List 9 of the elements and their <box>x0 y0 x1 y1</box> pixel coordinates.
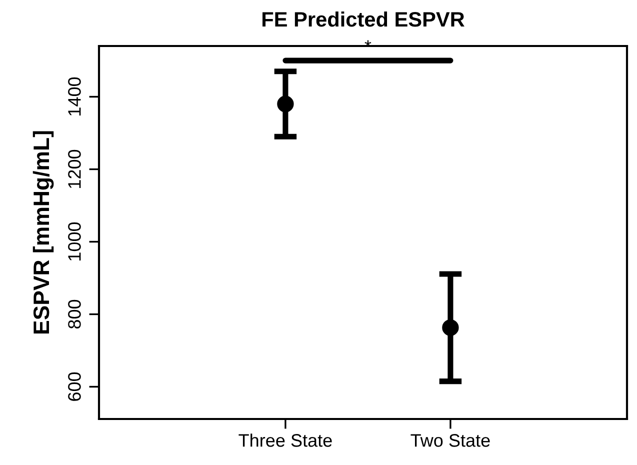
y-tick-label: 1000 <box>68 222 81 260</box>
y-axis-title: ESPVR [mmHg/mL] <box>32 131 54 334</box>
x-tick-label: Three State <box>238 434 332 447</box>
y-tick-label: 800 <box>68 300 81 329</box>
y-tick-label: 1200 <box>68 150 81 188</box>
chart-title: FE Predicted ESPVR <box>262 11 464 27</box>
y-tick-label: 1400 <box>68 77 81 116</box>
x-tick-label: Two State <box>410 434 490 447</box>
y-tick-label: 600 <box>68 372 81 401</box>
